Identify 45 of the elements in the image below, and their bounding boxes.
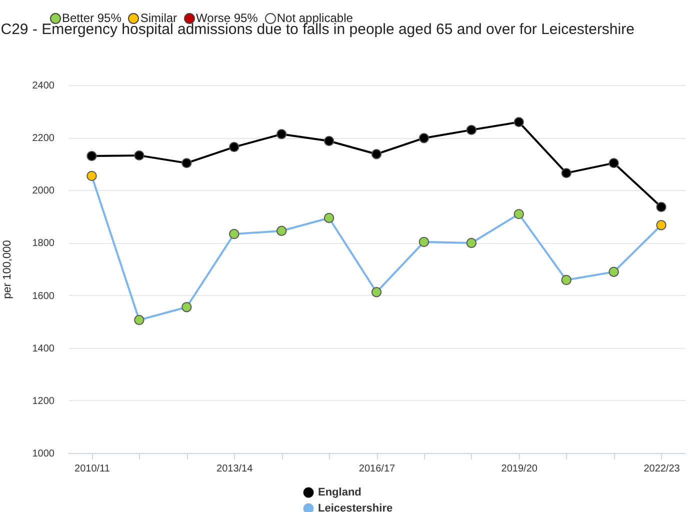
x-tick-label: 2016/17 bbox=[358, 464, 396, 474]
point bbox=[324, 136, 334, 146]
point bbox=[182, 158, 192, 168]
point bbox=[229, 228, 240, 240]
y-tick-label: 2200 bbox=[32, 133, 55, 144]
point bbox=[182, 302, 192, 312]
point bbox=[276, 129, 287, 140]
point bbox=[418, 132, 430, 144]
point bbox=[608, 266, 619, 277]
y-axis-title: per 100,000 bbox=[1, 240, 14, 299]
point bbox=[561, 168, 572, 178]
point bbox=[324, 212, 334, 224]
x-tick-label: 2010/11 bbox=[74, 464, 110, 474]
point bbox=[371, 287, 382, 298]
point bbox=[134, 150, 144, 161]
point bbox=[608, 158, 619, 168]
text: Better 95% bbox=[62, 11, 122, 25]
point bbox=[656, 220, 666, 230]
point bbox=[229, 142, 240, 152]
text: Not applicable bbox=[276, 11, 353, 25]
legend-label: Leicestershire bbox=[318, 502, 393, 512]
point bbox=[514, 116, 524, 128]
y-tick-label: 1800 bbox=[32, 238, 55, 250]
point bbox=[86, 170, 97, 182]
y-tick-label: 1600 bbox=[32, 290, 55, 302]
point bbox=[561, 274, 572, 286]
point bbox=[514, 208, 524, 220]
y-tick-label: 2000 bbox=[32, 186, 55, 197]
x-tick-label: 2022/23 bbox=[644, 464, 680, 474]
point bbox=[276, 226, 287, 236]
x-tick-label: 2013/14 bbox=[216, 464, 254, 474]
point bbox=[134, 314, 144, 326]
text: Worse 95% bbox=[196, 11, 258, 25]
y-tick-label: 2400 bbox=[32, 80, 55, 92]
point bbox=[466, 238, 477, 248]
y-tick-label: 1200 bbox=[32, 396, 55, 407]
legend-label: England bbox=[318, 486, 362, 498]
point bbox=[418, 236, 430, 248]
x-tick-label: 2019/20 bbox=[501, 464, 538, 474]
point bbox=[656, 202, 666, 212]
point bbox=[86, 150, 97, 162]
point bbox=[466, 124, 477, 136]
point bbox=[371, 149, 382, 160]
y-tick-label: 1000 bbox=[32, 448, 55, 460]
y-tick-label: 1400 bbox=[32, 343, 55, 354]
